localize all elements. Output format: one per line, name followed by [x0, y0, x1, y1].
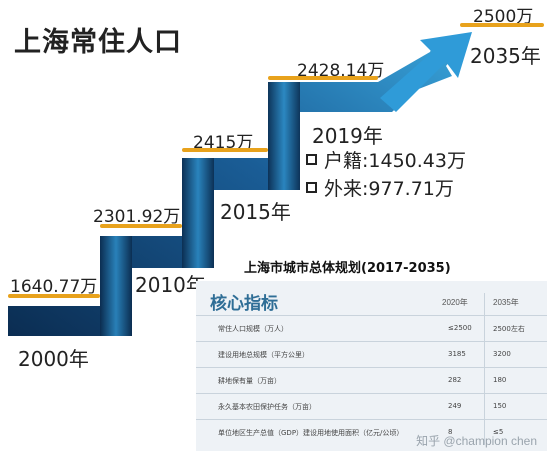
row-label: 单位地区生产总值（GDP）建设用地使用面积（亿元/公顷）	[218, 429, 404, 437]
table-title: 上海市城市总体规划(2017-2035)	[244, 261, 451, 276]
checkbox-icon	[306, 154, 317, 165]
checkbox-icon	[306, 182, 317, 193]
value-underline-2015	[182, 148, 268, 152]
value-label-2000: 1640.77万	[10, 277, 98, 297]
row-value-2035: 2500左右	[493, 325, 525, 333]
value-underline-2010	[100, 224, 182, 228]
row-value-2020: ≤2500	[448, 324, 472, 332]
table-row: 常住人口规模（万人） ≤2500 2500左右	[196, 315, 547, 340]
table-row: 永久基本农田保护任务（万亩） 249 150	[196, 393, 547, 418]
row-value-2020: 8	[448, 428, 453, 436]
row-label: 常住人口规模（万人）	[218, 325, 288, 333]
stair-body	[8, 32, 472, 336]
column-divider	[484, 293, 485, 445]
row-label: 永久基本农田保护任务（万亩）	[218, 403, 316, 411]
row-value-2035: ≤5	[493, 428, 504, 436]
planning-table: 核心指标 2020年 2035年 常住人口规模（万人） ≤2500 2500左右…	[196, 281, 547, 451]
row-label: 耕地保有量（万亩）	[218, 377, 281, 385]
watermark: 知乎 @champion chen	[416, 434, 537, 448]
table-heading: 核心指标	[210, 294, 278, 314]
year-label-2019: 2019年	[312, 124, 383, 148]
year-label-2015: 2015年	[220, 200, 291, 224]
column-header-2020: 2020年	[442, 298, 468, 307]
year-label-2010: 2010年	[135, 273, 206, 297]
value-underline-2035	[460, 23, 544, 27]
table-row: 建设用地总规模（平方公里） 3185 3200	[196, 341, 547, 366]
row-value-2035: 180	[493, 376, 507, 384]
row-value-2035: 150	[493, 402, 507, 410]
value-underline-2019	[268, 76, 378, 80]
row-label: 建设用地总规模（平方公里）	[218, 351, 309, 359]
table-row: 耕地保有量（万亩） 282 180	[196, 367, 547, 392]
row-value-2035: 3200	[493, 350, 511, 358]
detail-hukou: 户籍:1450.43万	[306, 146, 466, 173]
chart-title: 上海常住人口	[14, 27, 182, 58]
row-value-2020: 249	[448, 402, 462, 410]
value-label-2035: 2500万	[473, 7, 534, 27]
column-header-2035: 2035年	[493, 298, 519, 307]
detail-migrant-text: 外来:977.71万	[324, 178, 454, 200]
detail-hukou-text: 户籍:1450.43万	[324, 150, 466, 172]
row-value-2020: 282	[448, 376, 462, 384]
table-row: 单位地区生产总值（GDP）建设用地使用面积（亿元/公顷） 8 ≤5	[196, 419, 547, 444]
year-label-2000: 2000年	[18, 347, 89, 371]
value-label-2010: 2301.92万	[93, 207, 181, 227]
year-label-2035: 2035年	[470, 44, 541, 68]
row-value-2020: 3185	[448, 350, 466, 358]
detail-migrant: 外来:977.71万	[306, 174, 454, 201]
value-underline-2000	[8, 294, 100, 298]
